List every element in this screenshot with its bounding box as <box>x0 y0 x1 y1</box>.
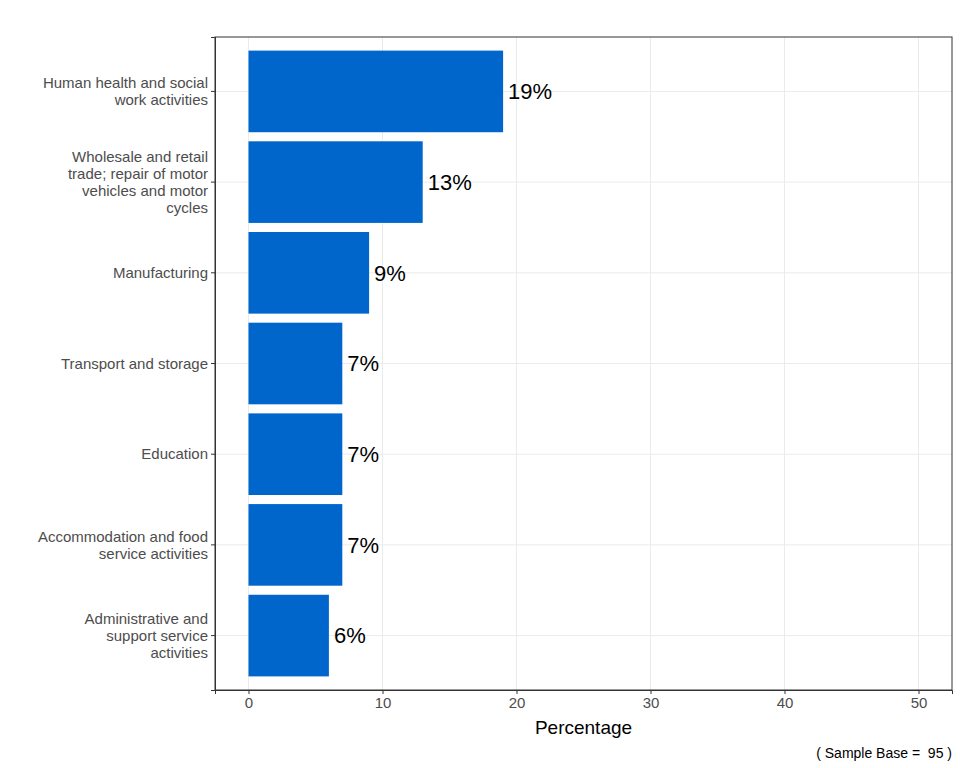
annotation: ( Sample Base = 95 ) <box>816 745 952 761</box>
data-label: 7% <box>347 351 379 376</box>
y-tick-mark <box>211 454 215 455</box>
x-axis-title: Percentage <box>535 717 632 738</box>
chart: 0 10 20 30 40 50 Human health and socialwork a… <box>0 0 960 768</box>
x-tick: 50 <box>911 690 928 711</box>
y-tick-label: Manufacturing <box>113 264 208 281</box>
x-tick: 0 <box>245 690 253 711</box>
y-tick: Education <box>141 445 215 462</box>
y-tick-label: Education <box>141 445 208 462</box>
y-tick-mark <box>211 635 215 636</box>
chart-container: 0 10 20 30 40 50 Human health and socialwork a… <box>0 0 960 768</box>
bar <box>249 413 343 495</box>
y-tick-label: Accommodation and foodservice activities <box>38 528 208 562</box>
y-tick: Human health and socialwork activities <box>43 74 215 108</box>
y-tick-mark <box>211 544 215 545</box>
x-tick-label: 0 <box>245 694 253 711</box>
bar <box>249 232 370 314</box>
bar <box>249 504 343 586</box>
x-tick-label: 50 <box>911 694 928 711</box>
data-label: 7% <box>347 442 379 467</box>
data-label: 19% <box>508 79 552 104</box>
bar <box>249 51 504 133</box>
x-tick: 40 <box>777 690 794 711</box>
bar <box>249 323 343 405</box>
y-tick: Transport and storage <box>61 355 215 372</box>
y-tick: Accommodation and foodservice activities <box>38 528 215 562</box>
y-tick-mark <box>211 182 215 183</box>
x-axis: 0 10 20 30 40 50 <box>216 690 953 711</box>
y-axis: Human health and socialwork activities Wh… <box>38 38 216 691</box>
grid <box>215 37 952 690</box>
x-axis-line <box>216 691 953 695</box>
y-tick-mark <box>211 272 215 273</box>
bar <box>249 141 423 223</box>
data-label: 7% <box>347 533 379 558</box>
y-axis-line <box>211 38 216 691</box>
data-label: 13% <box>428 170 472 195</box>
data-label: 6% <box>334 623 366 648</box>
plot-background <box>215 37 952 690</box>
y-tick-label: Wholesale and retailtrade; repair of mot… <box>68 148 208 216</box>
y-tick-mark <box>211 91 215 92</box>
y-tick: Wholesale and retailtrade; repair of mot… <box>68 148 215 216</box>
x-tick-label: 30 <box>643 694 660 711</box>
x-tick-label: 20 <box>509 694 526 711</box>
x-tick-label: 40 <box>777 694 794 711</box>
y-tick: Administrative andsupport serviceactivit… <box>85 610 215 661</box>
y-tick-label: Human health and socialwork activities <box>43 74 208 108</box>
x-tick: 10 <box>375 690 392 711</box>
bars <box>249 51 504 677</box>
plot-frame <box>215 37 952 690</box>
x-tick-label: 10 <box>375 694 392 711</box>
y-tick-label: Transport and storage <box>61 355 208 372</box>
bar <box>249 595 329 677</box>
y-tick-label: Administrative andsupport serviceactivit… <box>85 610 208 661</box>
x-tick: 30 <box>643 690 660 711</box>
data-label: 9% <box>374 261 406 286</box>
data-labels: 19% 13% 9% 7% 7% 7% 6% <box>334 79 552 648</box>
y-tick-mark <box>211 363 215 364</box>
x-tick: 20 <box>509 690 526 711</box>
y-tick: Manufacturing <box>113 264 215 281</box>
